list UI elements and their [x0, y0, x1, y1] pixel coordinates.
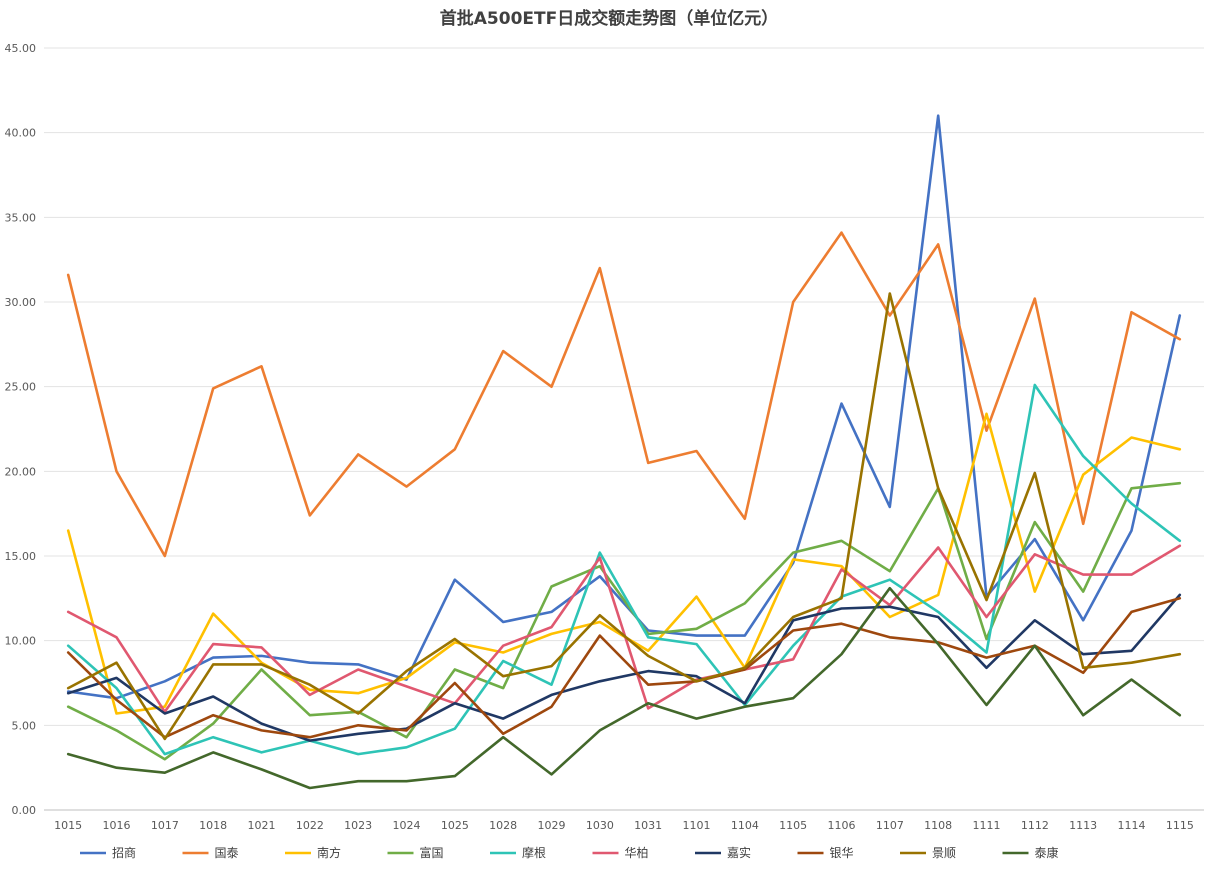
x-tick-label: 1115	[1166, 819, 1194, 832]
y-tick-label: 5.00	[12, 719, 37, 732]
x-tick-label: 1025	[441, 819, 469, 832]
x-tick-label: 1018	[199, 819, 227, 832]
legend-label: 南方	[317, 845, 341, 860]
legend-label: 富国	[420, 845, 444, 860]
x-tick-label: 1017	[151, 819, 179, 832]
x-tick-label: 1106	[828, 819, 856, 832]
series-line-9	[66, 586, 1182, 790]
legend-item: 富国	[387, 845, 444, 860]
series-line-6	[66, 593, 1182, 742]
series-line-3	[66, 481, 1182, 761]
gridlines	[44, 47, 1204, 811]
legend-label: 银华	[830, 846, 854, 860]
y-tick-label: 0.00	[12, 804, 37, 817]
x-tick-label: 1031	[634, 819, 662, 832]
legend-item: 银华	[797, 846, 854, 860]
legend-item: 招商	[80, 845, 136, 860]
legend-item: 摩根	[490, 845, 546, 860]
y-axis-ticks: 0.00 5.00 10.00 15.00 20.00 25.00 30.00 35.00 40…	[5, 42, 37, 817]
series-line-1	[66, 231, 1182, 558]
x-tick-label: 1114	[1118, 819, 1146, 832]
x-tick-label: 1023	[344, 819, 372, 832]
y-tick-label: 10.00	[5, 635, 37, 648]
legend-item: 南方	[285, 845, 341, 860]
x-tick-label: 1021	[248, 819, 276, 832]
x-tick-label: 1112	[1021, 819, 1049, 832]
legend-item: 国泰	[182, 846, 239, 860]
legend-item: 嘉实	[695, 845, 751, 860]
legend-item: 华柏	[592, 845, 649, 860]
legend: 招商 国泰 南方 富国 摩根 华柏 嘉实 银华 景顺 泰康	[80, 845, 1059, 860]
x-tick-label: 1107	[876, 819, 904, 832]
x-tick-label: 1113	[1069, 819, 1097, 832]
series-line-5	[66, 544, 1182, 714]
x-tick-label: 1024	[393, 819, 421, 832]
legend-label: 国泰	[215, 846, 239, 860]
legend-label: 景顺	[932, 846, 956, 860]
y-tick-label: 15.00	[5, 550, 37, 563]
series-line-0	[66, 114, 1182, 700]
x-tick-label: 1030	[586, 819, 614, 832]
x-axis-ticks: 1015 1016 1017 1018 1021 1022 1023 1024 1025 1028…	[54, 819, 1194, 832]
legend-label: 华柏	[625, 845, 649, 860]
y-tick-label: 35.00	[5, 211, 37, 224]
y-tick-label: 20.00	[5, 465, 37, 478]
series-lines	[66, 114, 1182, 790]
y-tick-label: 45.00	[5, 42, 37, 55]
series-line-7	[66, 596, 1182, 739]
chart-title: 首批A500ETF日成交额走势图（单位亿元）	[440, 8, 778, 29]
y-tick-label: 40.00	[5, 127, 37, 140]
x-tick-label: 1108	[924, 819, 952, 832]
x-tick-label: 1105	[779, 819, 807, 832]
x-tick-label: 1022	[296, 819, 324, 832]
y-tick-label: 25.00	[5, 381, 37, 394]
legend-item: 景顺	[900, 846, 956, 860]
x-tick-label: 1016	[103, 819, 131, 832]
x-tick-label: 1028	[489, 819, 517, 832]
legend-label: 泰康	[1035, 845, 1059, 860]
x-tick-label: 1101	[683, 819, 711, 832]
legend-item: 泰康	[1002, 845, 1059, 860]
x-tick-label: 1111	[973, 819, 1001, 832]
x-tick-label: 1015	[54, 819, 82, 832]
y-tick-label: 30.00	[5, 296, 37, 309]
legend-label: 招商	[112, 845, 136, 860]
series-line-8	[66, 292, 1182, 741]
x-tick-label: 1104	[731, 819, 759, 832]
legend-label: 摩根	[522, 845, 546, 860]
legend-label: 嘉实	[727, 845, 751, 860]
x-tick-label: 1029	[538, 819, 566, 832]
